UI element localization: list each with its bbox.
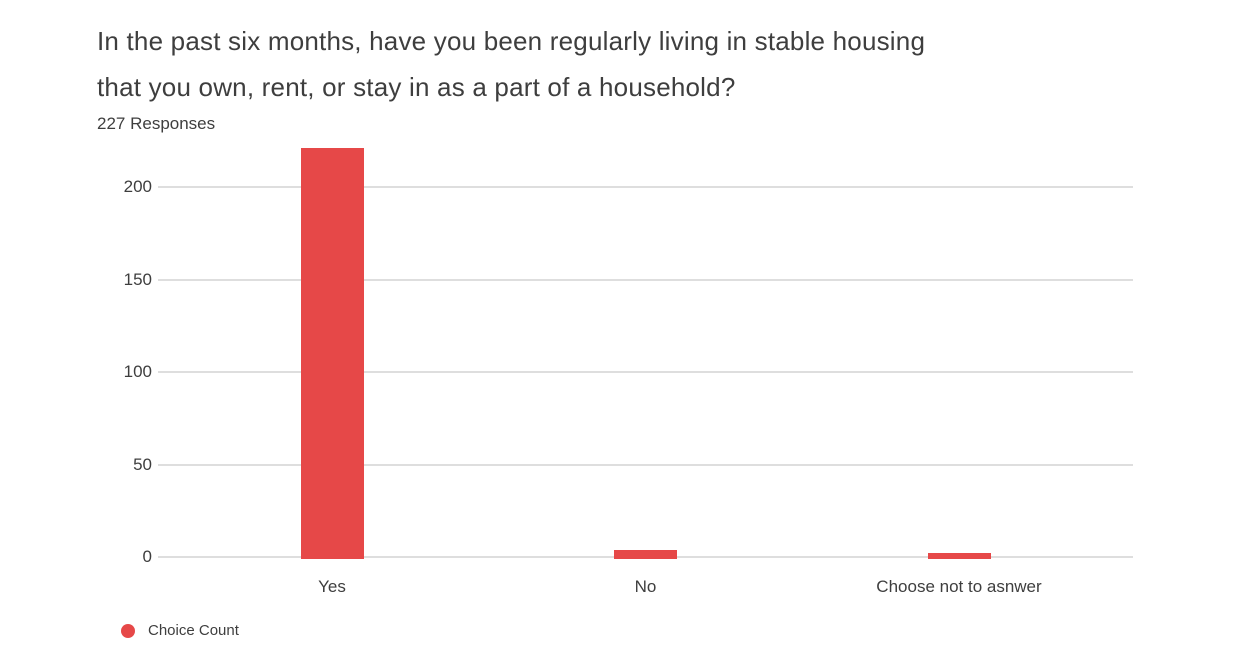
y-tick-label-150: 150 xyxy=(123,269,152,289)
chart-title-line-2: that you own, rent, or stay in as a part… xyxy=(97,72,736,102)
chart-title: In the past six months, have you been re… xyxy=(97,18,1157,110)
y-tick-label-200: 200 xyxy=(123,177,152,196)
x-category-label-yes: Yes xyxy=(318,577,346,596)
y-tick-label-50: 50 xyxy=(133,454,152,474)
y-tick-label-100: 100 xyxy=(123,362,152,381)
bar-choose-not-to-asnwer xyxy=(927,553,991,559)
x-category-label-no: No xyxy=(634,577,657,596)
gridline-y-200 xyxy=(158,186,1133,188)
response-count: 227 Responses xyxy=(97,114,216,133)
y-tick-label-0: 0 xyxy=(142,547,152,566)
gridline-y-150 xyxy=(158,278,1133,281)
bar-no xyxy=(614,549,677,559)
gridline-y-100 xyxy=(158,371,1133,373)
bar-yes xyxy=(300,148,364,559)
gridline-y-50 xyxy=(158,463,1133,466)
x-category-label-choose-not-to-asnwer: Choose not to asnwer xyxy=(876,577,1042,596)
legend-label: Choice Count xyxy=(148,622,239,639)
legend-marker-icon xyxy=(121,624,135,638)
legend-item-choice-count[interactable]: Choice Count xyxy=(121,620,239,642)
chart-title-line-1: In the past six months, have you been re… xyxy=(97,26,926,56)
